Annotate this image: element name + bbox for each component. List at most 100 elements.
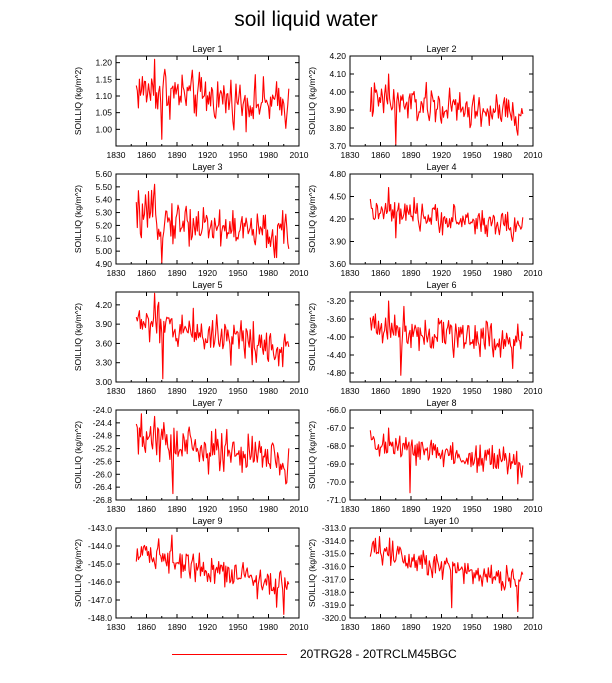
- x-tick-label: 1980: [493, 386, 512, 396]
- legend-line-swatch: [172, 654, 287, 655]
- x-tick-label: 1980: [493, 622, 512, 632]
- x-tick-label: 1830: [341, 150, 360, 160]
- y-tick-label: -316.0: [322, 562, 346, 572]
- x-tick-label: 1980: [493, 268, 512, 278]
- x-tick-label: 1860: [371, 268, 390, 278]
- y-tick-label: 3.90: [329, 105, 346, 115]
- y-tick-label: -24.4: [93, 418, 113, 428]
- x-tick-label: 1980: [259, 622, 278, 632]
- y-tick-label: -147.0: [88, 595, 112, 605]
- y-tick-label: 4.20: [95, 300, 112, 310]
- x-tick-label: 1890: [168, 150, 187, 160]
- plot-frame: [349, 527, 534, 619]
- chart-layer-8: Layer 8 1830 1860 1890 1920 1950 1980 2010 -71.0…: [307, 398, 543, 514]
- panel-title: Layer 6: [426, 280, 456, 290]
- x-tick-label: 1950: [229, 504, 248, 514]
- x-tick-label: 1890: [168, 622, 187, 632]
- x-tick-label: 2010: [290, 622, 309, 632]
- x-tick-label: 1980: [259, 386, 278, 396]
- y-tick-label: -25.6: [93, 456, 113, 466]
- chart-layer-9: Layer 9 1830 1860 1890 1920 1950 1980 2010 -148.…: [73, 516, 309, 632]
- x-tick-label: 2010: [524, 268, 543, 278]
- y-axis-label: SOILLIQ (kg/m^2): [73, 303, 83, 371]
- y-tick-label: 5.50: [95, 182, 112, 192]
- y-tick-label: -4.80: [327, 368, 347, 378]
- plot-frame: [115, 527, 300, 619]
- y-tick-label: 5.30: [95, 208, 112, 218]
- x-tick-label: 1980: [493, 504, 512, 514]
- y-tick-label: -313.0: [322, 523, 346, 533]
- y-tick-label: 1.10: [95, 91, 112, 101]
- chart-layer-7: Layer 7 1830 1860 1890 1920 1950 1980 2010 -26.8…: [73, 398, 309, 514]
- x-tick-label: 1950: [463, 386, 482, 396]
- x-tick-label: 1920: [198, 268, 217, 278]
- panel-title: Layer 4: [426, 162, 456, 172]
- x-tick-label: 1920: [198, 386, 217, 396]
- x-tick-label: 2010: [524, 622, 543, 632]
- y-tick-label: -69.0: [327, 459, 347, 469]
- y-axis-label: SOILLIQ (kg/m^2): [73, 539, 83, 607]
- panel-title: Layer 1: [192, 44, 222, 54]
- series-line: [135, 58, 290, 140]
- x-tick-label: 1920: [432, 150, 451, 160]
- x-tick-label: 1830: [107, 622, 126, 632]
- y-axis-label: SOILLIQ (kg/m^2): [307, 539, 317, 607]
- x-tick-label: 1830: [341, 622, 360, 632]
- x-tick-label: 2010: [290, 150, 309, 160]
- y-tick-label: -314.0: [322, 536, 346, 546]
- x-tick-label: 1950: [463, 150, 482, 160]
- x-tick-label: 1830: [341, 504, 360, 514]
- x-tick-label: 1950: [229, 268, 248, 278]
- panel-title: Layer 3: [192, 162, 222, 172]
- y-tick-label: -144.0: [88, 541, 112, 551]
- x-tick-label: 1860: [371, 504, 390, 514]
- plot-frame: [349, 291, 534, 383]
- y-tick-label: -143.0: [88, 523, 112, 533]
- x-tick-label: 1890: [168, 386, 187, 396]
- x-tick-label: 1980: [259, 504, 278, 514]
- x-tick-label: 1980: [259, 268, 278, 278]
- panel-title: Layer 10: [424, 516, 459, 526]
- y-tick-label: 1.00: [95, 124, 112, 134]
- x-tick-label: 1950: [463, 622, 482, 632]
- panel-title: Layer 5: [192, 280, 222, 290]
- y-tick-label: 4.00: [329, 87, 346, 97]
- y-tick-label: -25.2: [93, 444, 113, 454]
- y-tick-label: 4.80: [329, 169, 346, 179]
- y-tick-label: -4.40: [327, 350, 347, 360]
- x-tick-label: 2010: [524, 386, 543, 396]
- y-tick-label: -315.0: [322, 549, 346, 559]
- x-tick-label: 1860: [137, 150, 156, 160]
- x-tick-label: 1950: [229, 622, 248, 632]
- y-tick-label: 4.50: [329, 192, 346, 202]
- y-axis-label: SOILLIQ (kg/m^2): [73, 421, 83, 489]
- x-tick-label: 1890: [402, 268, 421, 278]
- x-tick-label: 1830: [341, 268, 360, 278]
- series-line: [369, 186, 524, 243]
- y-tick-label: 5.10: [95, 233, 112, 243]
- y-axis-label: SOILLIQ (kg/m^2): [307, 67, 317, 135]
- x-tick-label: 1830: [341, 386, 360, 396]
- y-tick-label: 3.30: [95, 358, 112, 368]
- y-axis-label: SOILLIQ (kg/m^2): [307, 421, 317, 489]
- x-tick-label: 1890: [168, 504, 187, 514]
- chart-layer-10: Layer 10 1830 1860 1890 1920 1950 1980 2010 -320…: [307, 516, 543, 632]
- x-tick-label: 1830: [107, 268, 126, 278]
- x-tick-label: 1860: [137, 268, 156, 278]
- y-tick-label: 3.00: [95, 377, 112, 387]
- y-tick-label: 1.20: [95, 58, 112, 68]
- y-tick-label: -3.20: [327, 296, 347, 306]
- x-tick-label: 1950: [463, 268, 482, 278]
- y-tick-label: 5.00: [95, 246, 112, 256]
- panel-title: Layer 9: [192, 516, 222, 526]
- panel-title: Layer 8: [426, 398, 456, 408]
- x-tick-label: 1950: [229, 150, 248, 160]
- y-tick-label: -319.0: [322, 600, 346, 610]
- x-tick-label: 1920: [432, 386, 451, 396]
- series-line: [135, 292, 290, 380]
- x-tick-label: 1980: [259, 150, 278, 160]
- y-tick-label: 4.20: [329, 214, 346, 224]
- y-tick-label: -24.0: [93, 405, 113, 415]
- y-tick-label: 4.90: [95, 259, 112, 269]
- series-line: [135, 413, 290, 495]
